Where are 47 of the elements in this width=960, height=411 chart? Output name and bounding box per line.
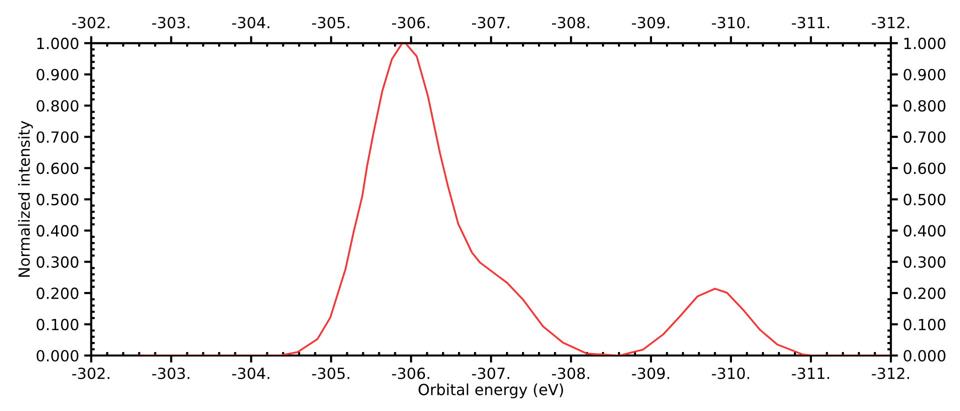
x-tick-label: -306.	[392, 368, 430, 380]
y2-tick-label: 0.300	[904, 256, 946, 268]
y2-tick-label: 0.100	[904, 318, 946, 330]
y2-tick-label: 0.500	[904, 194, 946, 206]
y2-tick-label: 0.200	[904, 288, 946, 300]
x2-tick-label: -309.	[632, 16, 670, 28]
x-tick-label: -302.	[72, 368, 110, 380]
x-tick-label: -309.	[632, 368, 670, 380]
y2-tick-label: 0.800	[904, 100, 946, 112]
y2-tick-label: 0.000	[904, 350, 946, 362]
x-tick-label: -305.	[312, 368, 350, 380]
y-tick-label: 0.400	[36, 225, 78, 237]
y-tick-label: 0.200	[36, 288, 78, 300]
y2-tick-label: 0.700	[904, 131, 946, 143]
y-axis-title: Normalized intensity	[18, 120, 33, 277]
x-tick-label: -312.	[872, 368, 909, 380]
y-tick-label: 0.100	[36, 318, 78, 330]
y-tick-label: 0.600	[36, 162, 78, 174]
x-tick-label: -307.	[472, 368, 510, 380]
y2-tick-label: 0.600	[904, 162, 946, 174]
y-tick-label: 0.700	[36, 131, 78, 143]
x2-tick-label: -303.	[152, 16, 190, 28]
x2-tick-label: -306.	[392, 16, 430, 28]
x2-tick-label: -308.	[552, 16, 590, 28]
x-tick-label: -310.	[712, 368, 750, 380]
x-tick-label: -308.	[552, 368, 590, 380]
x2-tick-label: -310.	[712, 16, 750, 28]
y2-tick-label: 0.400	[904, 225, 946, 237]
x2-tick-label: -302.	[72, 16, 110, 28]
x2-tick-label: -304.	[232, 16, 270, 28]
y-tick-label: 0.500	[36, 194, 78, 206]
y-tick-label: 0.800	[36, 100, 78, 112]
y-tick-label: 0.900	[36, 68, 78, 80]
y-tick-label: 1.000	[37, 38, 78, 50]
y-tick-label: 0.000	[36, 350, 78, 362]
y2-tick-label: 0.900	[904, 68, 946, 80]
x2-tick-label: -307.	[472, 16, 510, 28]
y2-tick-label: 1.000	[904, 38, 946, 50]
x2-tick-label: -305.	[312, 16, 350, 28]
x-axis-title: Orbital energy (eV)	[418, 383, 564, 398]
x2-tick-label: -311.	[792, 16, 830, 28]
x-tick-label: -311.	[792, 368, 830, 380]
x2-tick-label: -312.	[872, 16, 909, 28]
line-series	[138, 43, 891, 356]
x-tick-label: -303.	[152, 368, 190, 380]
x-tick-label: -304.	[232, 368, 270, 380]
y-tick-label: 0.300	[36, 256, 78, 268]
